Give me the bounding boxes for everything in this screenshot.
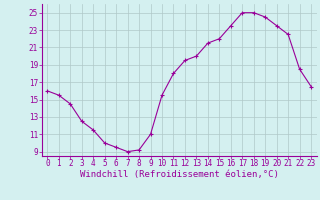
X-axis label: Windchill (Refroidissement éolien,°C): Windchill (Refroidissement éolien,°C): [80, 170, 279, 179]
